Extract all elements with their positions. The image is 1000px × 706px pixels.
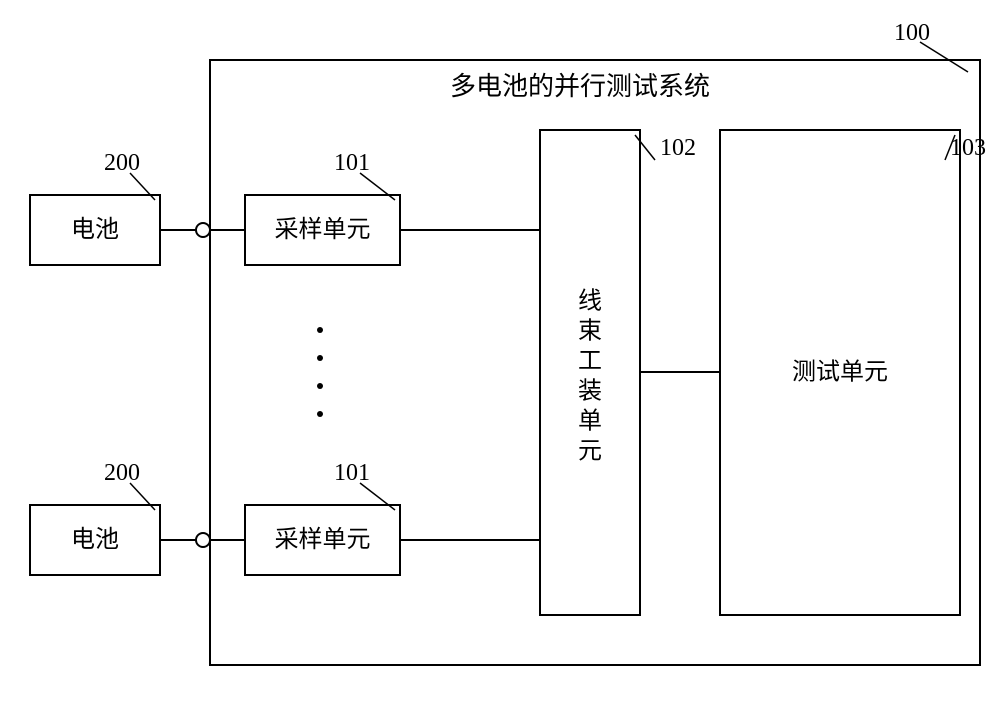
harness-label-char-2: 工 [578,349,602,375]
battery-label-0: 电池 [71,216,119,243]
harness-label-char-0: 线 [578,288,602,315]
harness-label-char-4: 单 [578,408,602,435]
test-ref: 103 [950,135,986,161]
sampling-1-ref: 101 [334,460,370,486]
system-ref-lead [920,42,968,72]
battery-label-1: 电池 [71,526,119,553]
test-label: 测试单元 [792,359,888,386]
harness-label-char-1: 束 [578,318,602,345]
harness-label-char-3: 装 [578,378,602,405]
sampling-0-ref: 101 [334,150,370,176]
system-ref: 100 [894,20,930,46]
battery-0-ref: 200 [104,150,140,176]
port-1 [196,533,210,547]
battery-1-ref: 200 [104,460,140,486]
sampling-label-1: 采样单元 [275,526,371,553]
system-title: 多电池的并行测试系统 [450,72,710,101]
harness-label-char-5: 元 [578,439,602,465]
vdots-1 [317,355,323,361]
vdots-0 [317,327,323,333]
harness-ref: 102 [660,135,696,161]
sampling-label-0: 采样单元 [275,216,371,243]
vdots-2 [317,383,323,389]
port-0 [196,223,210,237]
vdots-3 [317,411,323,417]
harness-ref-lead [635,135,655,160]
